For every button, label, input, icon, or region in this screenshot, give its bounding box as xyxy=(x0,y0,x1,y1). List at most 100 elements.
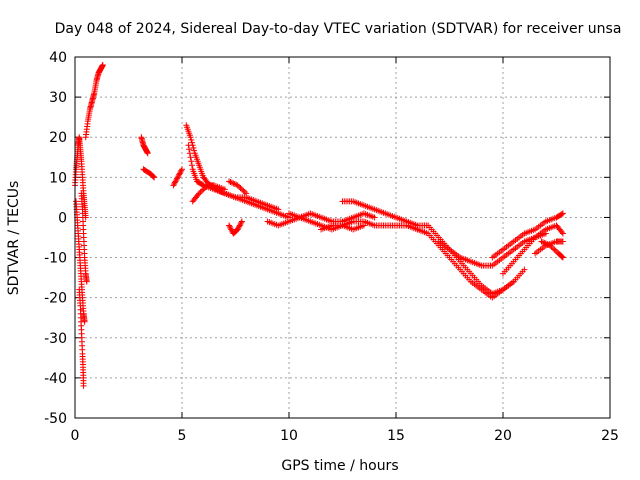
y-tick-label: -20 xyxy=(44,291,67,307)
data-point xyxy=(558,211,565,218)
data-point xyxy=(231,181,238,188)
data-point xyxy=(559,253,566,260)
data-point xyxy=(186,150,193,157)
data-point xyxy=(172,178,179,185)
data-point xyxy=(228,179,235,186)
data-point xyxy=(188,162,195,169)
data-point xyxy=(150,173,157,180)
data-point xyxy=(196,190,203,197)
x-tick-label: 25 xyxy=(601,428,619,444)
data-point xyxy=(547,242,554,249)
data-point xyxy=(171,179,178,186)
series-early-arcs xyxy=(72,62,106,389)
data-point xyxy=(178,167,185,174)
data-point xyxy=(234,182,241,189)
y-tick-label: -40 xyxy=(44,371,67,387)
data-point xyxy=(83,278,90,285)
y-tick-label: 10 xyxy=(49,170,67,186)
grid-layer xyxy=(75,57,610,418)
data-point xyxy=(551,246,558,253)
x-tick-label: 5 xyxy=(178,428,187,444)
x-axis-label: GPS time / hours xyxy=(281,458,398,474)
data-point xyxy=(199,181,206,188)
data-point xyxy=(170,182,177,189)
data-point xyxy=(188,158,195,165)
data-point xyxy=(179,166,185,173)
data-point xyxy=(187,134,194,141)
data-point xyxy=(559,210,566,217)
y-tick-label: 20 xyxy=(49,130,67,146)
data-point xyxy=(171,181,178,188)
data-point xyxy=(200,186,207,193)
data-point xyxy=(539,239,546,246)
data-point xyxy=(236,183,243,190)
data-point xyxy=(188,136,195,143)
data-point xyxy=(360,222,367,229)
data-point xyxy=(197,189,204,196)
data-point xyxy=(230,180,237,187)
chart-title: Day 048 of 2024, Sidereal Day-to-day VTE… xyxy=(55,21,622,37)
data-point xyxy=(174,175,181,182)
y-tick-label: -30 xyxy=(44,331,67,347)
data-point xyxy=(559,238,566,245)
data-point xyxy=(226,178,233,185)
data-point xyxy=(227,225,234,232)
data-point xyxy=(275,206,282,213)
data-point xyxy=(552,247,559,254)
data-point xyxy=(99,62,106,69)
y-tick-label: 0 xyxy=(58,210,67,226)
data-point xyxy=(238,186,245,193)
data-point xyxy=(238,219,245,226)
x-tick-label: 15 xyxy=(387,428,405,444)
data-point xyxy=(237,221,244,228)
data-point xyxy=(234,226,241,233)
data-point xyxy=(538,238,545,245)
data-point xyxy=(371,214,378,221)
series-afternoon-arcs xyxy=(264,198,432,233)
data-point xyxy=(188,139,195,146)
data-point xyxy=(559,230,566,237)
data-point xyxy=(549,245,556,252)
y-tick-label: 30 xyxy=(49,90,67,106)
series-evening-arcs xyxy=(414,210,566,301)
tick-layer: 0 5 10 15 20 25 -50 -40 -30 -20 -10 0 10 20 30 40 xyxy=(44,50,619,444)
plot-frame xyxy=(74,56,611,419)
data-point xyxy=(151,174,158,181)
y-tick-label: -50 xyxy=(44,411,67,427)
data-point xyxy=(558,229,565,236)
data-point xyxy=(149,172,156,179)
data-point xyxy=(238,218,245,225)
y-axis-label: SDTVAR / TECUs xyxy=(6,181,22,296)
data-point xyxy=(236,222,243,229)
data-point xyxy=(198,187,205,194)
x-tick-label: 0 xyxy=(71,428,80,444)
data-point xyxy=(174,174,181,181)
data-point xyxy=(144,150,151,157)
series-midday-arcs xyxy=(138,122,292,237)
data-point xyxy=(243,190,250,197)
data-point xyxy=(80,382,87,389)
data-point xyxy=(201,185,208,192)
data-point xyxy=(187,154,194,161)
data-point xyxy=(221,186,228,193)
data-point xyxy=(228,226,235,233)
x-tick-label: 10 xyxy=(280,428,298,444)
data-point xyxy=(173,177,180,184)
data-points-layer xyxy=(72,62,566,389)
data-point xyxy=(559,254,566,261)
data-point xyxy=(558,253,565,260)
data-point xyxy=(177,168,184,175)
x-tick-label: 20 xyxy=(494,428,512,444)
data-point xyxy=(176,171,183,178)
data-point xyxy=(227,179,234,186)
data-point xyxy=(542,240,549,247)
data-point xyxy=(241,189,248,196)
data-point xyxy=(544,241,551,248)
data-point xyxy=(521,266,528,273)
data-point xyxy=(236,223,243,230)
data-point xyxy=(235,225,242,232)
data-point xyxy=(226,223,233,230)
y-tick-label: -10 xyxy=(44,251,67,267)
data-point xyxy=(541,239,548,246)
